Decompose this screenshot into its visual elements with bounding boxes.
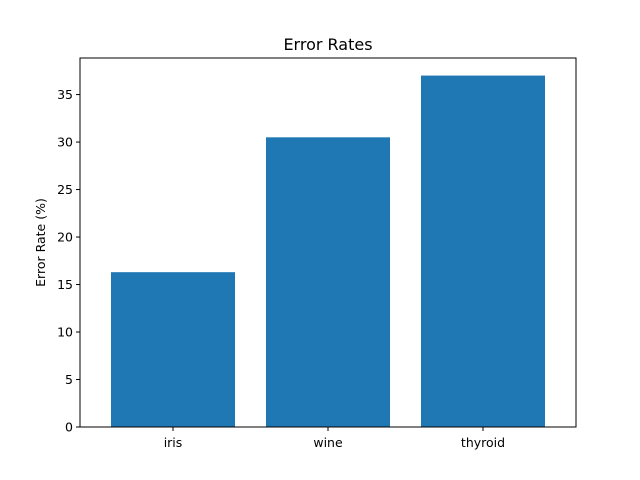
y-tick-label: 0 xyxy=(65,420,73,435)
x-tick-label: iris xyxy=(164,435,183,450)
y-tick-label: 30 xyxy=(57,135,73,150)
x-tick-label: wine xyxy=(313,435,343,450)
chart-title: Error Rates xyxy=(283,35,372,54)
y-tick-label: 15 xyxy=(57,277,73,292)
plot-frame xyxy=(79,57,577,428)
y-tick-label: 5 xyxy=(65,372,73,387)
bar-iris xyxy=(111,272,235,427)
x-tick-label: thyroid xyxy=(461,435,505,450)
x-axis-ticks: iris wine thyroid xyxy=(164,427,505,450)
bar-wine xyxy=(266,137,390,427)
bars-layer xyxy=(111,75,545,427)
y-tick-label: 35 xyxy=(57,87,73,102)
y-tick-label: 20 xyxy=(57,230,73,245)
y-axis-label: Error Rate (%) xyxy=(33,198,48,287)
y-tick-label: 25 xyxy=(57,182,73,197)
y-axis-ticks: 0 5 10 15 20 25 30 35 xyxy=(57,87,80,435)
bar-thyroid xyxy=(421,75,545,427)
y-tick-label: 10 xyxy=(57,325,73,340)
